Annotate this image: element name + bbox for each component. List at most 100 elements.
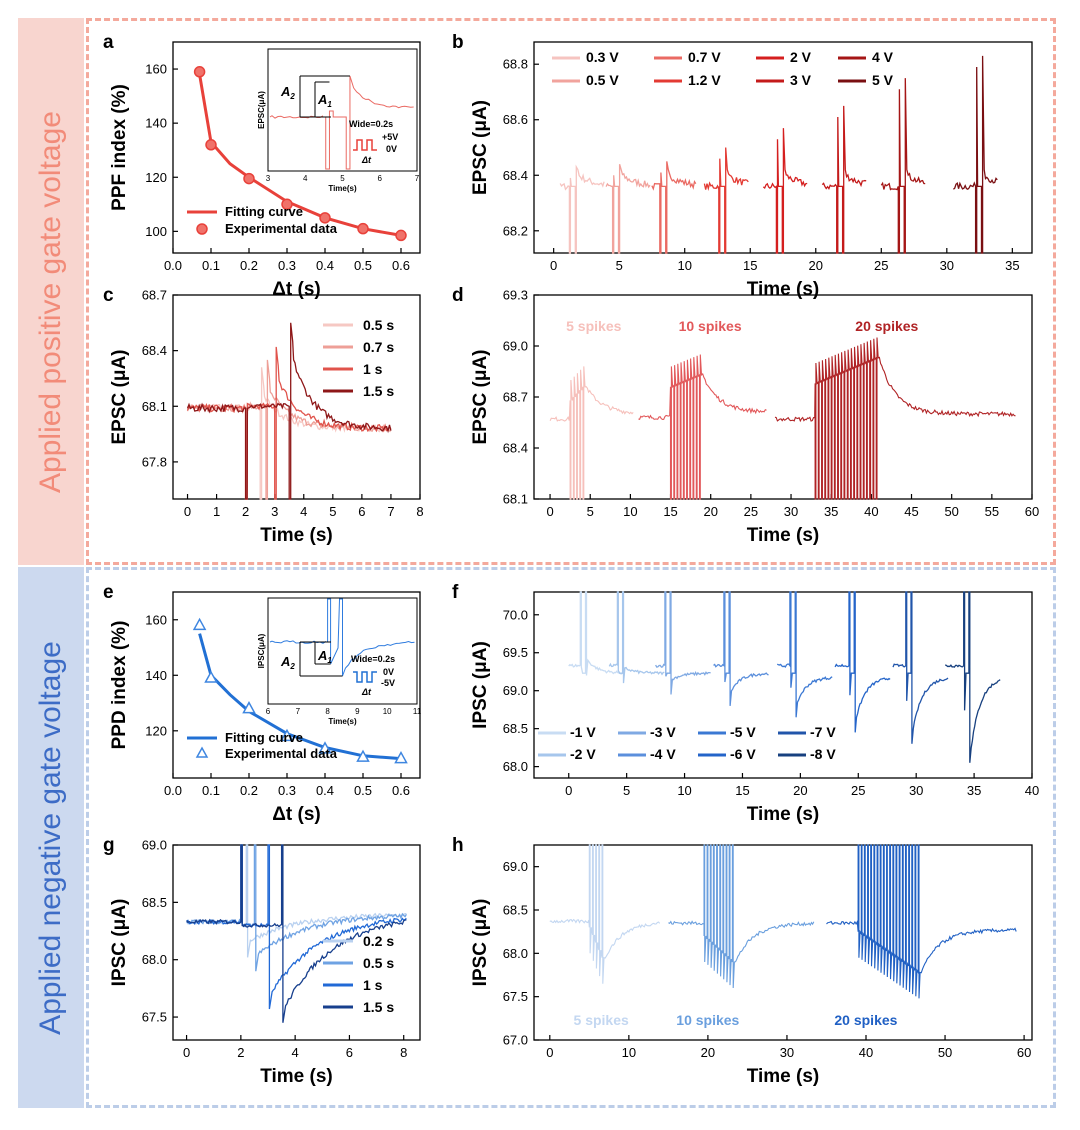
series-label: 5 spikes — [566, 318, 621, 334]
x-tick-label: 10 — [677, 258, 691, 273]
x-tick-label: 1 — [213, 504, 220, 519]
legend-label: -2 V — [570, 746, 596, 762]
y-tick-label: 68.5 — [503, 721, 528, 736]
x-tick-label: 0.2 — [240, 783, 258, 798]
y-tick-label: 69.5 — [503, 645, 528, 660]
trace-10-spikes — [638, 354, 767, 500]
legend-label: 0.5 s — [363, 317, 394, 333]
trace-4V — [880, 78, 926, 254]
x-tick-label: 30 — [784, 504, 798, 519]
y-axis-label: PPF index (%) — [109, 84, 130, 211]
x-axis-label: Time (s) — [747, 525, 820, 546]
legend-label: 1.5 s — [363, 999, 394, 1015]
inset-x-tick: 10 — [383, 707, 392, 716]
inset-trace-post — [345, 640, 415, 669]
trace--7V — [892, 591, 949, 744]
experimental-point — [394, 751, 408, 764]
legend-label: 0.7 V — [688, 49, 721, 65]
legend-experimental-data: Experimental data — [225, 746, 338, 761]
y-tick-label: 68.0 — [503, 759, 528, 774]
legend-label: 4 V — [872, 49, 894, 65]
x-tick-label: 0 — [183, 1045, 190, 1060]
y-axis-label: EPSC (μA) — [470, 100, 491, 195]
legend-label: -3 V — [650, 724, 676, 740]
trace-0.5V — [605, 164, 651, 254]
series-label: 10 spikes — [676, 1012, 739, 1028]
plot-frame — [172, 844, 421, 1041]
y-tick-label: 120 — [145, 723, 167, 738]
x-axis-label: Time (s) — [747, 804, 820, 825]
positive-gate-label: Applied positive gate voltage — [34, 111, 67, 493]
x-tick-label: 20 — [793, 783, 807, 798]
panel-d-epsc-spikes-chart: 0 5 10 15 20 25 30 35 40 45 50 55 60 68.1 68.4 68.7 69.0… — [452, 285, 1039, 546]
inset-v-high: +5V — [382, 132, 398, 142]
y-tick-label: 160 — [145, 612, 167, 627]
series-label: 20 spikes — [834, 1012, 897, 1028]
trace--4V — [713, 591, 769, 706]
x-tick-label: 55 — [985, 504, 999, 519]
inset-x-tick: 6 — [266, 707, 271, 716]
inset-x-tick: 11 — [413, 707, 422, 716]
panel-c-epsc-interval-chart: 0 1 2 3 4 5 6 7 8 67.8 68.1 68.4 68.7 Time (s) EPSC (μ… — [103, 285, 424, 546]
x-tick-label: 0.1 — [202, 258, 220, 273]
x-tick-label: 10 — [677, 783, 691, 798]
legend-label: 0.5 V — [586, 72, 619, 88]
x-tick-label: 20 — [701, 1045, 715, 1060]
x-tick-label: 30 — [909, 783, 923, 798]
trace-2V — [762, 128, 808, 254]
y-axis-label: IPSC (μA) — [109, 899, 130, 987]
trace-1.5s — [186, 322, 392, 500]
y-tick-label: 69.0 — [503, 859, 528, 874]
x-tick-label: 0.4 — [316, 258, 334, 273]
inset-wide-note: Wide=0.2s — [349, 119, 393, 129]
experimental-point — [193, 66, 206, 78]
x-tick-label: 35 — [1005, 258, 1019, 273]
x-tick-label: 0.1 — [202, 783, 220, 798]
trace--6V — [834, 591, 891, 733]
legend-label: 3 V — [790, 72, 812, 88]
trace-1.5s — [186, 844, 407, 1023]
trace-1s — [186, 844, 407, 1010]
inset-x-tick: 3 — [266, 174, 271, 183]
inset-x-tick: 6 — [378, 174, 383, 183]
inset-pulse-diagram — [353, 139, 377, 151]
inset-frame — [267, 48, 418, 172]
trace-0.3V — [559, 164, 605, 254]
x-tick-label: 40 — [859, 1045, 873, 1060]
x-tick-label: 8 — [400, 1045, 407, 1060]
y-tick-label: 68.1 — [503, 492, 528, 507]
experimental-point — [357, 222, 369, 235]
inset-trace-post — [353, 87, 414, 109]
x-tick-label: 40 — [1025, 783, 1039, 798]
trace-0.5s — [186, 844, 407, 972]
negative-gate-label: Applied negative gate voltage — [34, 641, 67, 1035]
legend-label: -5 V — [730, 724, 756, 740]
y-tick-label: 160 — [145, 62, 167, 77]
legend-exp-marker — [195, 746, 209, 758]
x-axis-label: Δt (s) — [272, 804, 320, 825]
trace--2V — [608, 591, 665, 684]
y-tick-label: 69.3 — [503, 288, 528, 303]
panel-f-ipsc-voltage-chart: 0 5 10 15 20 25 30 35 40 68.0 68.5 69.0 69.5 70.0 Time… — [452, 582, 1039, 825]
experimental-point — [281, 198, 293, 211]
plot-frame — [172, 591, 421, 779]
x-tick-label: 25 — [744, 504, 758, 519]
y-tick-label: 68.4 — [142, 343, 167, 358]
x-tick-label: 0.6 — [392, 258, 410, 273]
y-tick-label: 68.5 — [503, 903, 528, 918]
y-tick-label: 68.5 — [142, 895, 167, 910]
x-tick-label: 4 — [300, 504, 307, 519]
inset-y-label: IPSC(μA) — [257, 633, 266, 668]
y-tick-label: 68.7 — [142, 288, 167, 303]
trace-0.2s — [186, 844, 407, 958]
legend-label: -1 V — [570, 724, 596, 740]
trace-20-spikes — [826, 844, 1017, 999]
y-tick-label: 68.4 — [503, 168, 528, 183]
inset-v-high: 0V — [383, 667, 394, 677]
inset-y-label: EPSC(μA) — [257, 91, 266, 129]
x-tick-label: 10 — [623, 504, 637, 519]
x-tick-label: 0 — [184, 504, 191, 519]
x-tick-label: 0.3 — [278, 258, 296, 273]
x-tick-label: 30 — [780, 1045, 794, 1060]
legend-label: 0.5 s — [363, 955, 394, 971]
